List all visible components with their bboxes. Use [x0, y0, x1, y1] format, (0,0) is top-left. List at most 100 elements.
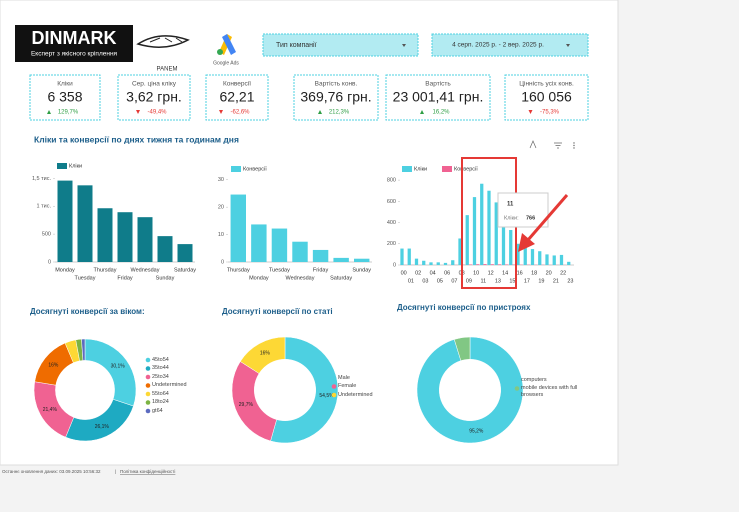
- legend-swatch: [57, 163, 67, 169]
- legend-label: 55to64: [152, 390, 169, 397]
- legend-item: 25to34: [152, 374, 169, 380]
- campaign-filter-label[interactable]: Тип компанії: [276, 41, 317, 49]
- bar: [443, 262, 448, 265]
- kpi-card: [504, 74, 589, 121]
- x-tick-label: 06: [444, 270, 450, 276]
- y-tick-label: 600: [387, 199, 396, 205]
- legend-swatch: [145, 366, 151, 371]
- slice: [81, 338, 86, 361]
- legend-label: gt64: [152, 407, 163, 414]
- campaign-filter[interactable]: [262, 33, 419, 57]
- legend-item: 45to54: [152, 357, 169, 363]
- legend-swatch: [145, 383, 151, 388]
- legend-label: Кліки: [69, 163, 82, 169]
- kpi-value: 3,62 грн.: [126, 89, 182, 105]
- y-tick-label: 10: [218, 232, 224, 238]
- bar: [523, 245, 527, 265]
- x-tick-label: Monday: [55, 267, 75, 273]
- footer-updated: Останнє оновлення даних: 03.09.2025 10:5…: [2, 469, 101, 474]
- tooltip: [497, 192, 549, 228]
- legend-item: mobile devices with full browsers: [521, 385, 578, 398]
- x-tick-label: 03: [422, 278, 428, 284]
- x-tick-label: 20: [546, 270, 552, 276]
- kpi-trend-arrow: [136, 110, 140, 114]
- x-tick-label: 19: [538, 278, 544, 284]
- legend-label: Кліки: [414, 166, 427, 172]
- chart-menu[interactable]: [573, 147, 575, 149]
- kpi-change: -49,4%: [147, 110, 167, 116]
- slice: [416, 336, 524, 444]
- bar: [157, 236, 173, 262]
- bar: [483, 264, 487, 265]
- kpi-value: 62,21: [219, 89, 254, 105]
- slice-label: 30,1%: [111, 364, 126, 370]
- chart-menu[interactable]: [573, 142, 575, 144]
- y-tick-label: 0: [393, 262, 396, 268]
- legend-label: Undetermined: [338, 391, 373, 398]
- chart-title: Досягнуті конверсії за віком:: [30, 307, 145, 316]
- chart-menu[interactable]: [573, 144, 575, 147]
- bar: [57, 180, 73, 262]
- ads-logo: [222, 34, 236, 55]
- kpi-card: [293, 74, 379, 121]
- legend-label: Конверсії: [243, 166, 267, 172]
- bar: [490, 264, 494, 265]
- y-tick-label: 1,5 тис.: [32, 176, 52, 182]
- legend-label: mobile devices with full browsers: [521, 385, 578, 398]
- arrow-shaft: [526, 194, 569, 241]
- bar: [487, 190, 491, 265]
- legend-item: Male: [338, 375, 350, 381]
- legend-swatch: [145, 357, 151, 363]
- x-tick-label: Tuesday: [75, 275, 96, 281]
- dropdown-arrow[interactable]: [566, 44, 570, 47]
- dropdown-arrow[interactable]: [402, 44, 406, 47]
- slice-label: 26,1%: [95, 424, 110, 430]
- bar: [545, 254, 549, 265]
- x-tick-label: 23: [567, 278, 573, 284]
- footer-separator: |: [115, 469, 116, 474]
- legend-label: 18to24: [152, 399, 169, 405]
- x-tick-label: 12: [488, 270, 494, 276]
- legend-swatch: [145, 400, 151, 405]
- bar: [436, 262, 440, 265]
- x-tick-label: 04: [430, 270, 436, 276]
- chart-toolbar[interactable]: [529, 140, 562, 149]
- bar: [251, 224, 267, 262]
- ads-label: Google Ads: [213, 60, 239, 66]
- date-filter-label[interactable]: 4 серп. 2025 р. - 2 вер. 2025 р.: [452, 42, 544, 49]
- legend-item: 35to44: [152, 365, 169, 371]
- logo-box: [15, 25, 133, 62]
- bar: [429, 262, 433, 265]
- kpi-value: 369,76 грн.: [300, 89, 371, 105]
- kpi-label: Вартість: [425, 80, 451, 88]
- slice: [453, 336, 471, 361]
- slice-label: 16%: [48, 362, 59, 368]
- tooltip-category: 11: [507, 202, 514, 208]
- legend-label: computers: [521, 376, 547, 383]
- bar: [177, 244, 193, 262]
- bar: [414, 258, 419, 265]
- bar: [465, 215, 469, 265]
- bar: [271, 228, 288, 262]
- privacy-link[interactable]: Політика конфіденційності: [120, 468, 175, 474]
- slice-label: 21,4%: [43, 407, 58, 413]
- kpi-trend-arrow: [528, 110, 533, 114]
- legend-swatch: [331, 384, 337, 389]
- legend-swatch: [442, 166, 452, 172]
- x-tick-label: 18: [531, 270, 537, 276]
- kpi-value: 23 001,41 грн.: [393, 89, 484, 105]
- x-tick-label: 17: [524, 278, 530, 284]
- legend-swatch: [145, 408, 151, 414]
- slice: [239, 336, 286, 374]
- bar: [530, 249, 535, 265]
- bar: [538, 251, 542, 265]
- kpi-card: [205, 74, 269, 121]
- kpi-label: Вартість конв.: [315, 80, 358, 88]
- x-tick-label: 05: [437, 278, 443, 284]
- bar: [516, 243, 520, 265]
- date-filter[interactable]: [431, 33, 589, 57]
- tooltip-value: 766: [526, 215, 535, 221]
- bar: [505, 264, 509, 265]
- legend-label: 35to44: [152, 365, 169, 371]
